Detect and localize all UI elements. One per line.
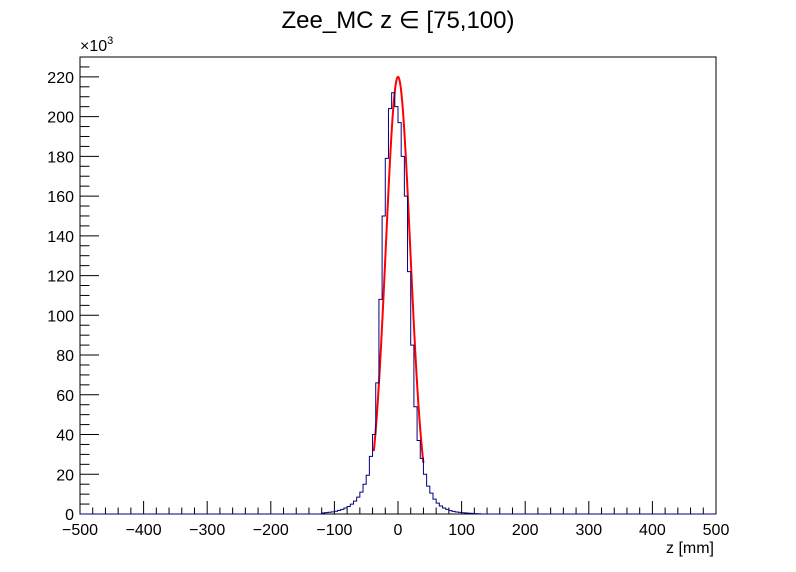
histogram-bin [363,484,366,514]
histogram-bin [395,107,398,514]
histogram-bin [322,513,325,514]
histogram-bin [344,508,347,514]
histogram-bin [398,123,401,514]
y-tick-label: 120 [47,269,74,286]
histogram-bin [350,504,353,514]
histogram-bin [382,216,385,514]
histogram-bin [417,440,420,514]
histogram-bin [411,345,414,514]
x-axis-ticks: −500 −400 −300 −200 −100 0 100 200 300 400 500 [62,501,729,539]
histogram-bin [325,513,328,514]
y-tick-label: 20 [56,467,74,484]
histogram-bin [353,501,356,514]
x-tick-label: 300 [575,522,602,539]
y-tick-label: 160 [47,189,74,206]
y-tick-label: 140 [47,229,74,246]
histogram-layer [80,92,716,515]
histogram-bin [331,512,334,514]
histogram-bin [446,509,449,514]
x-tick-label: −200 [253,522,289,539]
histogram-bin [334,511,337,514]
histogram-bin [455,512,458,514]
histogram-bin [427,486,430,514]
histogram-bin [420,458,423,514]
histogram-bin [462,513,465,514]
chart-title: Zee_MC z ∈ [75,100) [281,7,514,34]
histogram-bin [369,456,372,514]
histogram-bin [366,475,369,514]
histogram-bin [452,511,455,514]
histogram-bin [471,513,474,514]
histogram-bin [433,499,436,514]
y-tick-label: 40 [56,428,74,445]
y-tick-label: 80 [56,348,74,365]
histogram-bin [423,474,426,514]
x-tick-label: −500 [62,522,98,539]
histogram-bin [443,508,446,514]
fit-curve [372,75,425,464]
x-tick-label: 400 [639,522,666,539]
histogram-bin [373,435,376,514]
histogram-bin [347,506,350,514]
y-axis-multiplier: ×103 [80,35,113,55]
histogram-bin [458,512,461,514]
histogram-bin [338,510,341,514]
histogram-bin [408,272,411,514]
y-tick-label: 0 [65,507,74,524]
histogram-bin [392,93,395,514]
x-tick-label: 100 [448,522,475,539]
histogram-bin [379,299,382,514]
histogram-bin [414,407,417,514]
x-tick-label: −100 [316,522,352,539]
histogram-bin [341,509,344,514]
histogram-bin [468,513,471,514]
y-tick-label: 200 [47,110,74,127]
histogram-bin [439,506,442,514]
histogram-bin [465,513,468,514]
y-tick-label: 220 [47,70,74,87]
histogram-bin [430,493,433,514]
histogram-bin [357,497,360,514]
histogram-bin [401,156,404,514]
y-tick-label: 180 [47,149,74,166]
histogram-bin [436,503,439,514]
y-tick-label: 60 [56,388,74,405]
histogram-series [80,92,716,515]
x-tick-label: −400 [126,522,162,539]
y-axis-ticks: 0 20 40 60 80 100 120 140 160 180 200 220 [47,56,99,524]
histogram-bin [388,109,391,514]
y-tick-label: 100 [47,308,74,325]
x-axis-label: z [mm] [666,540,714,557]
x-tick-label: 200 [512,522,539,539]
x-tick-label: 0 [394,522,403,539]
histogram-bin [360,492,363,514]
histogram-bin [449,511,452,514]
fit-curve-layer [372,75,425,464]
histogram-bin [385,158,388,514]
histogram-bin [404,196,407,514]
x-tick-label: −300 [189,522,225,539]
histogram-bin [328,512,331,514]
x-tick-label: 500 [703,522,730,539]
histogram-bin [376,383,379,514]
